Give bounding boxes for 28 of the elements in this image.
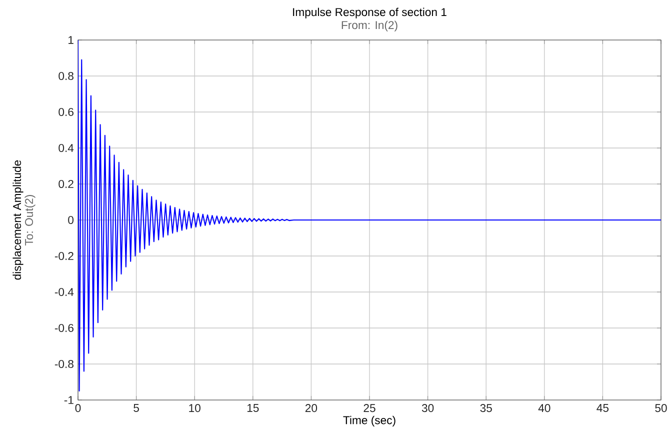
x-tick-label: 5 xyxy=(134,404,139,412)
y-tick-label: -1 xyxy=(64,396,74,404)
text: To: Out(2) xyxy=(24,194,36,246)
x-tick-label: 10 xyxy=(189,404,200,412)
x-tick-label: 40 xyxy=(538,404,550,412)
x-tick-label: 15 xyxy=(247,404,259,412)
x-tick-label: 30 xyxy=(422,404,434,412)
x-tick-label: 20 xyxy=(305,404,318,412)
y-tick-label: 0 xyxy=(68,216,74,224)
y-axis-title: displacement Amplitude xyxy=(12,160,24,280)
y-tick-label: -0.4 xyxy=(54,288,74,296)
y-tick-label: 0.6 xyxy=(58,108,74,116)
chart-title: Impulse Response of section 1 xyxy=(293,8,446,18)
x-tick-label: 35 xyxy=(480,404,492,412)
y-tick-label: -0.2 xyxy=(54,252,74,260)
x-axis-title: Time (sec) xyxy=(343,416,396,426)
y-tick-label: 0.8 xyxy=(58,72,74,80)
x-tick-label: 0 xyxy=(75,404,81,412)
chart-subtitle: From: In(2) xyxy=(342,20,398,32)
x-tick-label: 25 xyxy=(364,404,376,412)
y-tick-label: -0.8 xyxy=(54,360,74,368)
y-tick-label: -0.6 xyxy=(54,324,74,332)
y-tick-label: 0.4 xyxy=(58,144,74,152)
x-tick-label: 50 xyxy=(655,404,667,412)
line-series xyxy=(78,40,662,392)
y-tick-label: 0.2 xyxy=(58,180,74,188)
x-tick-label: 45 xyxy=(596,404,609,412)
y-tick-label: 1 xyxy=(68,36,74,44)
